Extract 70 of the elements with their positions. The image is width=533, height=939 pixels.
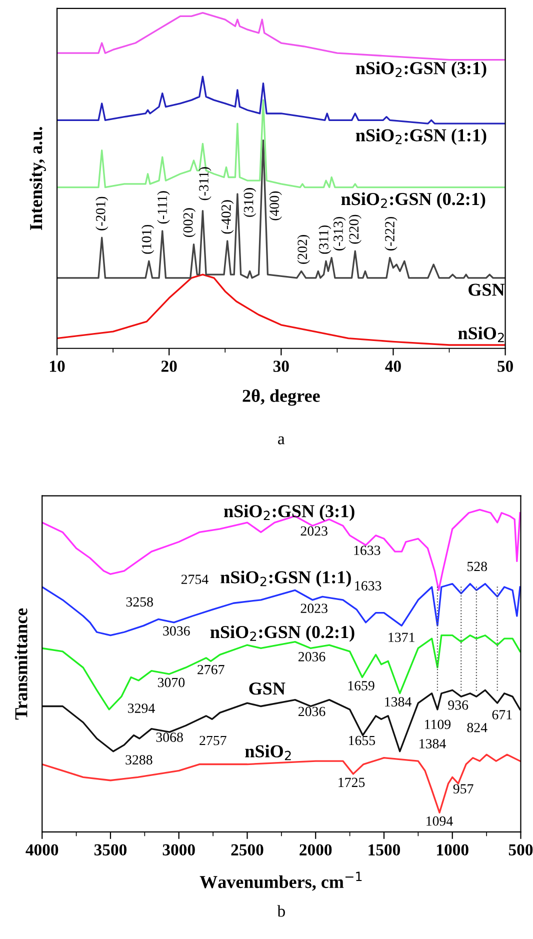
annotation: 1384 xyxy=(385,697,412,707)
series-label: nSiO$_{2}$ xyxy=(245,744,291,760)
annotation: (-201) xyxy=(96,196,108,230)
annotation: 1371 xyxy=(388,632,414,642)
annotation: (202) xyxy=(297,235,310,264)
annotation: 3288 xyxy=(126,755,152,765)
x-tick-label: 3000 xyxy=(162,844,195,856)
annotation: 2754 xyxy=(181,574,208,584)
annotation: 3294 xyxy=(128,704,155,713)
x-tick-label: 10 xyxy=(50,360,65,372)
annotation: (-402) xyxy=(221,200,234,234)
x-tick-label: 4000 xyxy=(26,844,58,856)
annotation: (220) xyxy=(348,214,362,244)
series-label: nSiO$_{2}$ xyxy=(458,326,504,342)
annotation: (-311) xyxy=(198,167,212,200)
text: b xyxy=(277,905,285,917)
annotation: 2023 xyxy=(300,526,328,536)
series-label: nSiO$_{2}$:GSN (1:1) xyxy=(220,570,351,588)
annotation: (002) xyxy=(182,208,196,238)
series-label: nSiO$_{2}$:GSN (1:1) xyxy=(356,128,486,146)
annotation: 1109 xyxy=(425,720,451,730)
series-label: nSiO$_{2}$:GSN (0.2:1) xyxy=(341,192,486,209)
x-tick-label: 500 xyxy=(508,844,533,856)
annotation: 1633 xyxy=(355,581,382,590)
x-tick-label: 20 xyxy=(161,360,177,372)
y-axis-title: Intensity, a.u. xyxy=(29,127,46,230)
x-tick-label: 50 xyxy=(498,360,513,372)
annotation: 1633 xyxy=(354,546,380,556)
series-label: GSN xyxy=(249,682,286,695)
annotation: 3036 xyxy=(163,626,190,636)
annotation: 1094 xyxy=(426,816,453,826)
x-tick-label: 1500 xyxy=(368,844,400,856)
annotation: (400) xyxy=(269,191,282,220)
x-tick-label: 40 xyxy=(385,360,401,372)
annotation: 2767 xyxy=(198,664,224,674)
x-tick-label: 1000 xyxy=(437,844,468,856)
annotation: 3258 xyxy=(126,597,153,607)
annotation: 1725 xyxy=(338,778,365,788)
x-tick-label: 3500 xyxy=(94,844,127,856)
annotation: 824 xyxy=(467,722,488,732)
annotation: (310) xyxy=(243,188,256,217)
annotation: 2023 xyxy=(300,604,328,614)
annotation: (101) xyxy=(142,224,154,254)
annotation: 2036 xyxy=(298,652,326,662)
series-label: nSiO$_{2}$:GSN (3:1) xyxy=(224,504,354,521)
annotation: 3070 xyxy=(158,678,185,688)
annotation: 3068 xyxy=(156,732,183,742)
annotation: (-222) xyxy=(384,216,398,250)
x-tick-label: 30 xyxy=(273,360,289,372)
x-tick-label: 2500 xyxy=(231,844,264,856)
annotation: 2757 xyxy=(200,736,226,746)
annotation: 1659 xyxy=(348,681,374,690)
series-label: GSN xyxy=(468,284,505,296)
annotation: (311) xyxy=(318,225,332,254)
annotation: 936 xyxy=(448,700,468,710)
annotation: 1655 xyxy=(349,736,376,746)
x-axis-title: Wavenumbers, cm$^{−1}$ xyxy=(200,872,362,891)
series-label: nSiO$_{2}$:GSN (3:1) xyxy=(356,62,486,78)
annotation: (-313) xyxy=(333,216,346,250)
text: a xyxy=(278,436,285,444)
annotation: 528 xyxy=(468,562,488,572)
x-axis-title: 2θ, degree xyxy=(242,389,320,406)
x-tick-label: 2000 xyxy=(300,844,332,856)
annotation: (-111) xyxy=(157,191,170,224)
annotation: 2036 xyxy=(298,706,326,716)
annotation: 1384 xyxy=(420,739,446,748)
y-axis-title: Transmittance xyxy=(14,608,28,720)
annotation: 957 xyxy=(453,784,474,794)
annotation: 671 xyxy=(492,710,512,720)
series-label: nSiO$_{2}$:GSN (0.2:1) xyxy=(210,625,354,642)
